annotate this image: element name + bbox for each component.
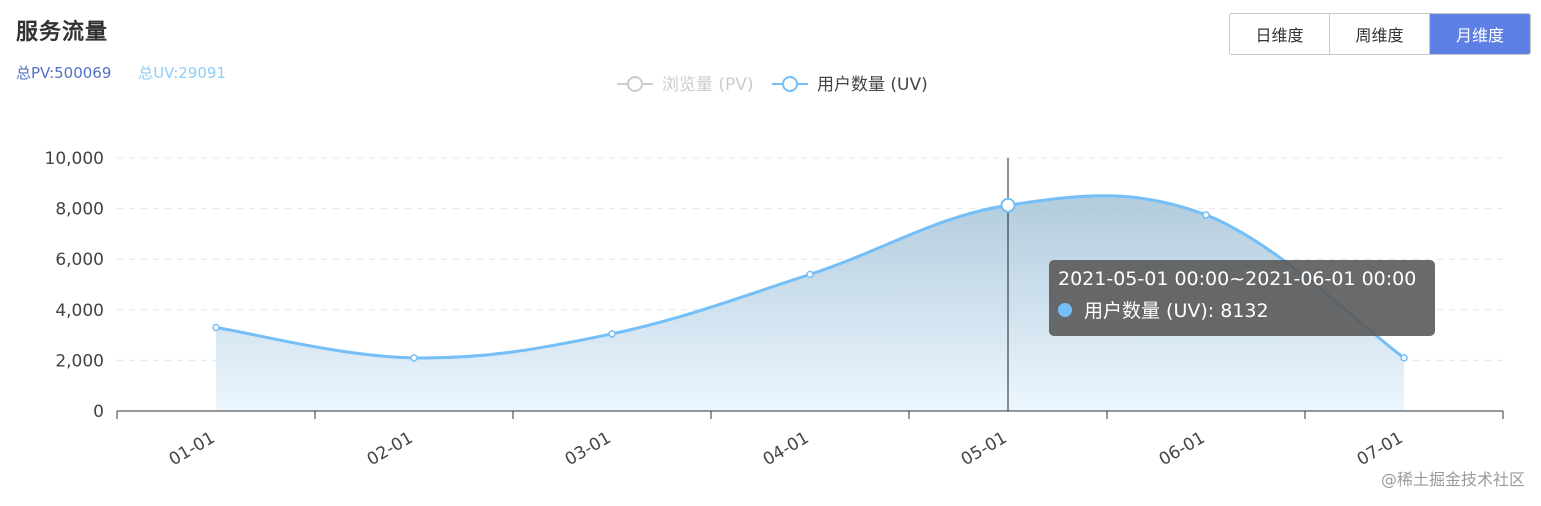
uv-area xyxy=(216,195,1404,411)
data-point[interactable] xyxy=(608,330,616,338)
x-tick-label: 06-01 xyxy=(1156,428,1209,470)
x-tick-label: 02-01 xyxy=(364,428,417,470)
x-tick-label: 03-01 xyxy=(562,428,615,470)
data-point[interactable] xyxy=(806,270,814,279)
y-tick-label: 6,000 xyxy=(55,250,104,270)
total-pv: 总PV:500069 xyxy=(16,64,112,82)
tooltip-series-value: 用户数量 (UV): 8132 xyxy=(1084,300,1269,322)
y-axis: 0 2,000 4,000 6,000 8,000 10,000 xyxy=(45,149,104,422)
x-tick-label: 05-01 xyxy=(958,428,1011,470)
watermark: @稀土掘金技术社区 xyxy=(1380,470,1525,489)
data-point[interactable] xyxy=(410,354,418,362)
data-point[interactable] xyxy=(1000,197,1016,213)
dimension-toggle: 日维度 周维度 月维度 xyxy=(1229,13,1531,55)
legend-label-pv: 浏览量 (PV) xyxy=(662,75,754,95)
page-title: 服务流量 xyxy=(16,20,109,45)
tooltip: 2021-05-01 00:00~2021-06-01 00:00 用户数量 (… xyxy=(1049,260,1435,336)
y-tick-label: 10,000 xyxy=(45,149,104,169)
data-points xyxy=(212,197,1408,362)
toggle-week-button[interactable]: 周维度 xyxy=(1330,14,1430,54)
toggle-month-button[interactable]: 月维度 xyxy=(1430,14,1530,54)
tooltip-title: 2021-05-01 00:00~2021-06-01 00:00 xyxy=(1058,268,1417,290)
data-point[interactable] xyxy=(1202,211,1210,219)
legend-item-uv[interactable]: 用户数量 (UV) xyxy=(772,75,928,95)
y-tick-label: 0 xyxy=(93,402,104,422)
toggle-day-button[interactable]: 日维度 xyxy=(1230,14,1330,54)
legend-item-pv[interactable]: 浏览量 (PV) xyxy=(617,75,754,95)
legend: 浏览量 (PV) 用户数量 (UV) xyxy=(617,75,928,95)
totals: 总PV:500069 总UV:29091 xyxy=(16,62,248,83)
y-tick-label: 4,000 xyxy=(55,301,104,321)
data-point[interactable] xyxy=(212,323,220,332)
x-tick-label: 01-01 xyxy=(166,428,219,470)
tooltip-series-dot xyxy=(1058,302,1072,317)
x-tick-label: 04-01 xyxy=(760,428,813,470)
x-axis: 01-01 02-01 03-01 04-01 05-01 06-01 07-01 xyxy=(116,411,1504,470)
legend-label-uv: 用户数量 (UV) xyxy=(817,75,928,95)
total-uv: 总UV:29091 xyxy=(138,64,226,82)
x-tick-label: 07-01 xyxy=(1354,428,1407,470)
data-point[interactable] xyxy=(1400,354,1408,362)
y-tick-label: 8,000 xyxy=(55,200,104,220)
y-tick-label: 2,000 xyxy=(55,351,104,371)
